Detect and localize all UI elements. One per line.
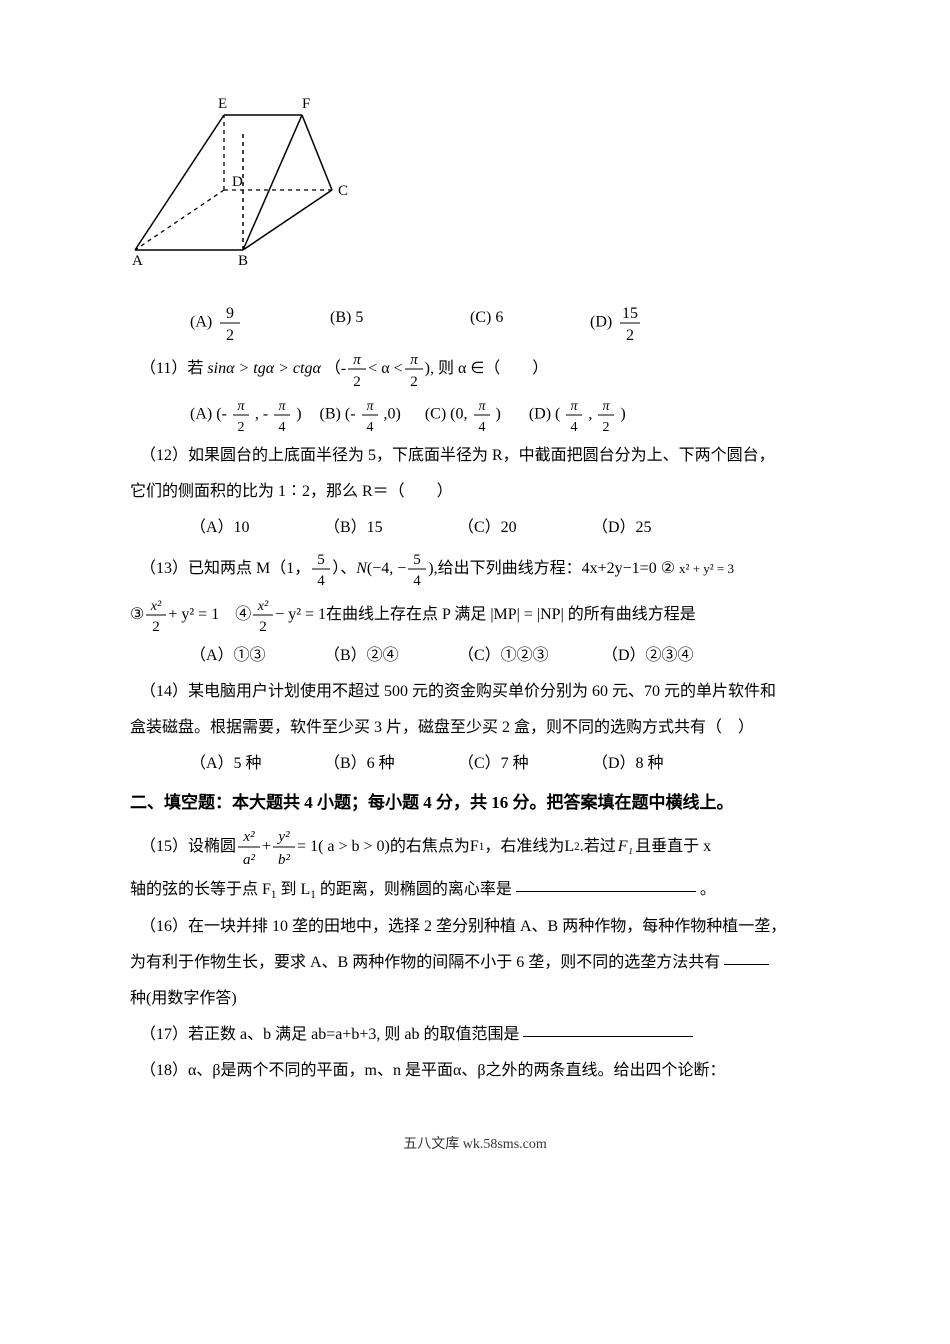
svg-text:2: 2 xyxy=(603,420,610,435)
q10-opt-A: (A) 92 xyxy=(190,302,330,344)
q11-opt-D: (D) ( π4 , π2 ) xyxy=(529,394,626,436)
q11: （11）若 sinα > tgα > ctgα （ - π2 < α < π2 … xyxy=(130,348,820,390)
q17-blank xyxy=(523,1020,693,1037)
svg-text:4: 4 xyxy=(478,420,485,435)
svg-text:2: 2 xyxy=(353,374,361,390)
q15-line2: 轴的弦的长等于点 F1 到 L1 的距离，则椭圆的离心率是 。 xyxy=(130,874,820,907)
q11-opt-B: (B) (- π4 ,0) xyxy=(320,394,401,436)
svg-text:4: 4 xyxy=(414,573,422,589)
label-D: D xyxy=(232,174,243,190)
footer: 五八文库 wk.58sms.com xyxy=(130,1091,820,1159)
svg-text:15: 15 xyxy=(622,305,638,322)
svg-text:2: 2 xyxy=(259,619,267,635)
label-E: E xyxy=(218,96,227,112)
q16-blank xyxy=(724,948,769,965)
svg-text:2: 2 xyxy=(226,327,234,344)
q12-opt-C: （C）20 xyxy=(458,512,588,544)
svg-text:9: 9 xyxy=(226,305,234,322)
q13-line2: ③ x²2 + y² = 1 ④ x²2 − y² = 1 在曲线上存在点 P … xyxy=(130,594,820,636)
svg-text:2: 2 xyxy=(237,420,244,435)
q13-opt-C: （C）①②③ xyxy=(458,640,598,672)
q10-opt-C: (C) 6 xyxy=(470,302,590,344)
q17: （17）若正数 a、b 满足 ab=a+b+3, 则 ab 的取值范围是 xyxy=(130,1019,820,1051)
prism-diagram: A B C D E F xyxy=(120,90,820,282)
label-B: B xyxy=(238,253,248,269)
q11-options: (A) (- π2 , - π4 ) (B) (- π4 ,0) (C) (0,… xyxy=(130,394,820,436)
q12-line2: 它们的侧面积的比为 1∶2，那么 R＝（ ） xyxy=(130,476,820,508)
q12-opt-B: （B）15 xyxy=(324,512,454,544)
svg-text:π: π xyxy=(279,399,287,414)
q16-line3: 种(用数字作答) xyxy=(130,983,820,1015)
q12-line1: （12）如果圆台的上底面半径为 5，下底面半径为 R，中截面把圆台分为上、下两个… xyxy=(130,440,820,472)
q15-line1: （15）设椭圆 x²a² + y²b² = 1( a > b > 0)的右焦点为… xyxy=(130,824,820,870)
q12-opt-D: （D）25 xyxy=(592,512,652,544)
section2-title: 二、填空题：本大题共 4 小题；每小题 4 分，共 16 分。把答案填在题中横线… xyxy=(130,786,820,820)
page: A B C D E F (A) 92 (B) 5 (C) 6 (D) 152 （… xyxy=(0,0,950,1219)
svg-text:4: 4 xyxy=(571,420,578,435)
q14-line2: 盒装磁盘。根据需要，软件至少买 3 片，磁盘至少买 2 盒，则不同的选购方式共有… xyxy=(130,712,820,744)
svg-text:x²: x² xyxy=(257,599,269,614)
svg-text:2: 2 xyxy=(626,327,634,344)
q13-opt-B: （B）②④ xyxy=(324,640,454,672)
q11-opt-C: (C) (0, π4 ) xyxy=(425,394,501,436)
svg-text:π: π xyxy=(571,399,579,414)
svg-text:b²: b² xyxy=(278,852,291,868)
svg-text:4: 4 xyxy=(279,420,286,435)
q11-opt-A: (A) (- π2 , - π4 ) xyxy=(190,394,302,436)
svg-text:y²: y² xyxy=(276,829,290,845)
svg-text:2: 2 xyxy=(410,374,418,390)
svg-text:x²: x² xyxy=(150,599,162,614)
q11-prefix: （11）若 xyxy=(140,353,203,385)
svg-text:π: π xyxy=(237,399,245,414)
q18: （18）α、β是两个不同的平面，m、n 是平面α、β之外的两条直线。给出四个论断… xyxy=(130,1055,820,1087)
q13-line1: （13）已知两点 M（1， 54 ）、 N (−4, − 54 ), 给出下列曲… xyxy=(130,548,820,590)
q12-options: （A）10 （B）15 （C）20 （D）25 xyxy=(130,512,820,544)
svg-text:5: 5 xyxy=(414,552,422,568)
q15-blank xyxy=(516,875,696,892)
q14-line1: （14）某电脑用户计划使用不超过 500 元的资金购买单价分别为 60 元、70… xyxy=(130,676,820,708)
q11-expr: sinα > tgα > ctgα xyxy=(203,353,324,385)
label-C: C xyxy=(338,183,348,199)
label-F: F xyxy=(302,96,310,112)
q14-opt-D: （D）8 种 xyxy=(592,748,664,780)
q13-opt-A: （A）①③ xyxy=(190,640,320,672)
q14-opt-C: （C）7 种 xyxy=(458,748,588,780)
q13-opt-D: （D）②③④ xyxy=(602,640,694,672)
svg-text:π: π xyxy=(603,399,611,414)
svg-text:x²: x² xyxy=(242,829,255,845)
svg-text:π: π xyxy=(410,352,418,368)
label-A: A xyxy=(132,253,143,269)
q10-options: (A) 92 (B) 5 (C) 6 (D) 152 xyxy=(130,302,820,344)
diagram-svg: A B C D E F xyxy=(120,90,420,270)
svg-text:4: 4 xyxy=(366,420,373,435)
svg-text:π: π xyxy=(366,399,374,414)
svg-text:π: π xyxy=(353,352,361,368)
q12-opt-A: （A）10 xyxy=(190,512,320,544)
q16-line2: 为有利于作物生长，要求 A、B 两种作物的间隔不小于 6 垄，则不同的选垄方法共… xyxy=(130,947,820,979)
q14-opt-A: （A）5 种 xyxy=(190,748,320,780)
q10-opt-B: (B) 5 xyxy=(330,302,470,344)
q16-line1: （16）在一块并排 10 垄的田地中，选择 2 垄分别种植 A、B 两种作物，每… xyxy=(130,911,820,943)
q14-opt-B: （B）6 种 xyxy=(324,748,454,780)
q14-options: （A）5 种 （B）6 种 （C）7 种 （D）8 种 xyxy=(130,748,820,780)
svg-text:a²: a² xyxy=(243,852,256,868)
svg-text:4: 4 xyxy=(317,573,325,589)
svg-text:π: π xyxy=(478,399,486,414)
q13-options: （A）①③ （B）②④ （C）①②③ （D）②③④ xyxy=(130,640,820,672)
svg-text:5: 5 xyxy=(317,552,325,568)
q10-opt-D: (D) 152 xyxy=(590,302,644,344)
svg-text:2: 2 xyxy=(153,619,161,635)
